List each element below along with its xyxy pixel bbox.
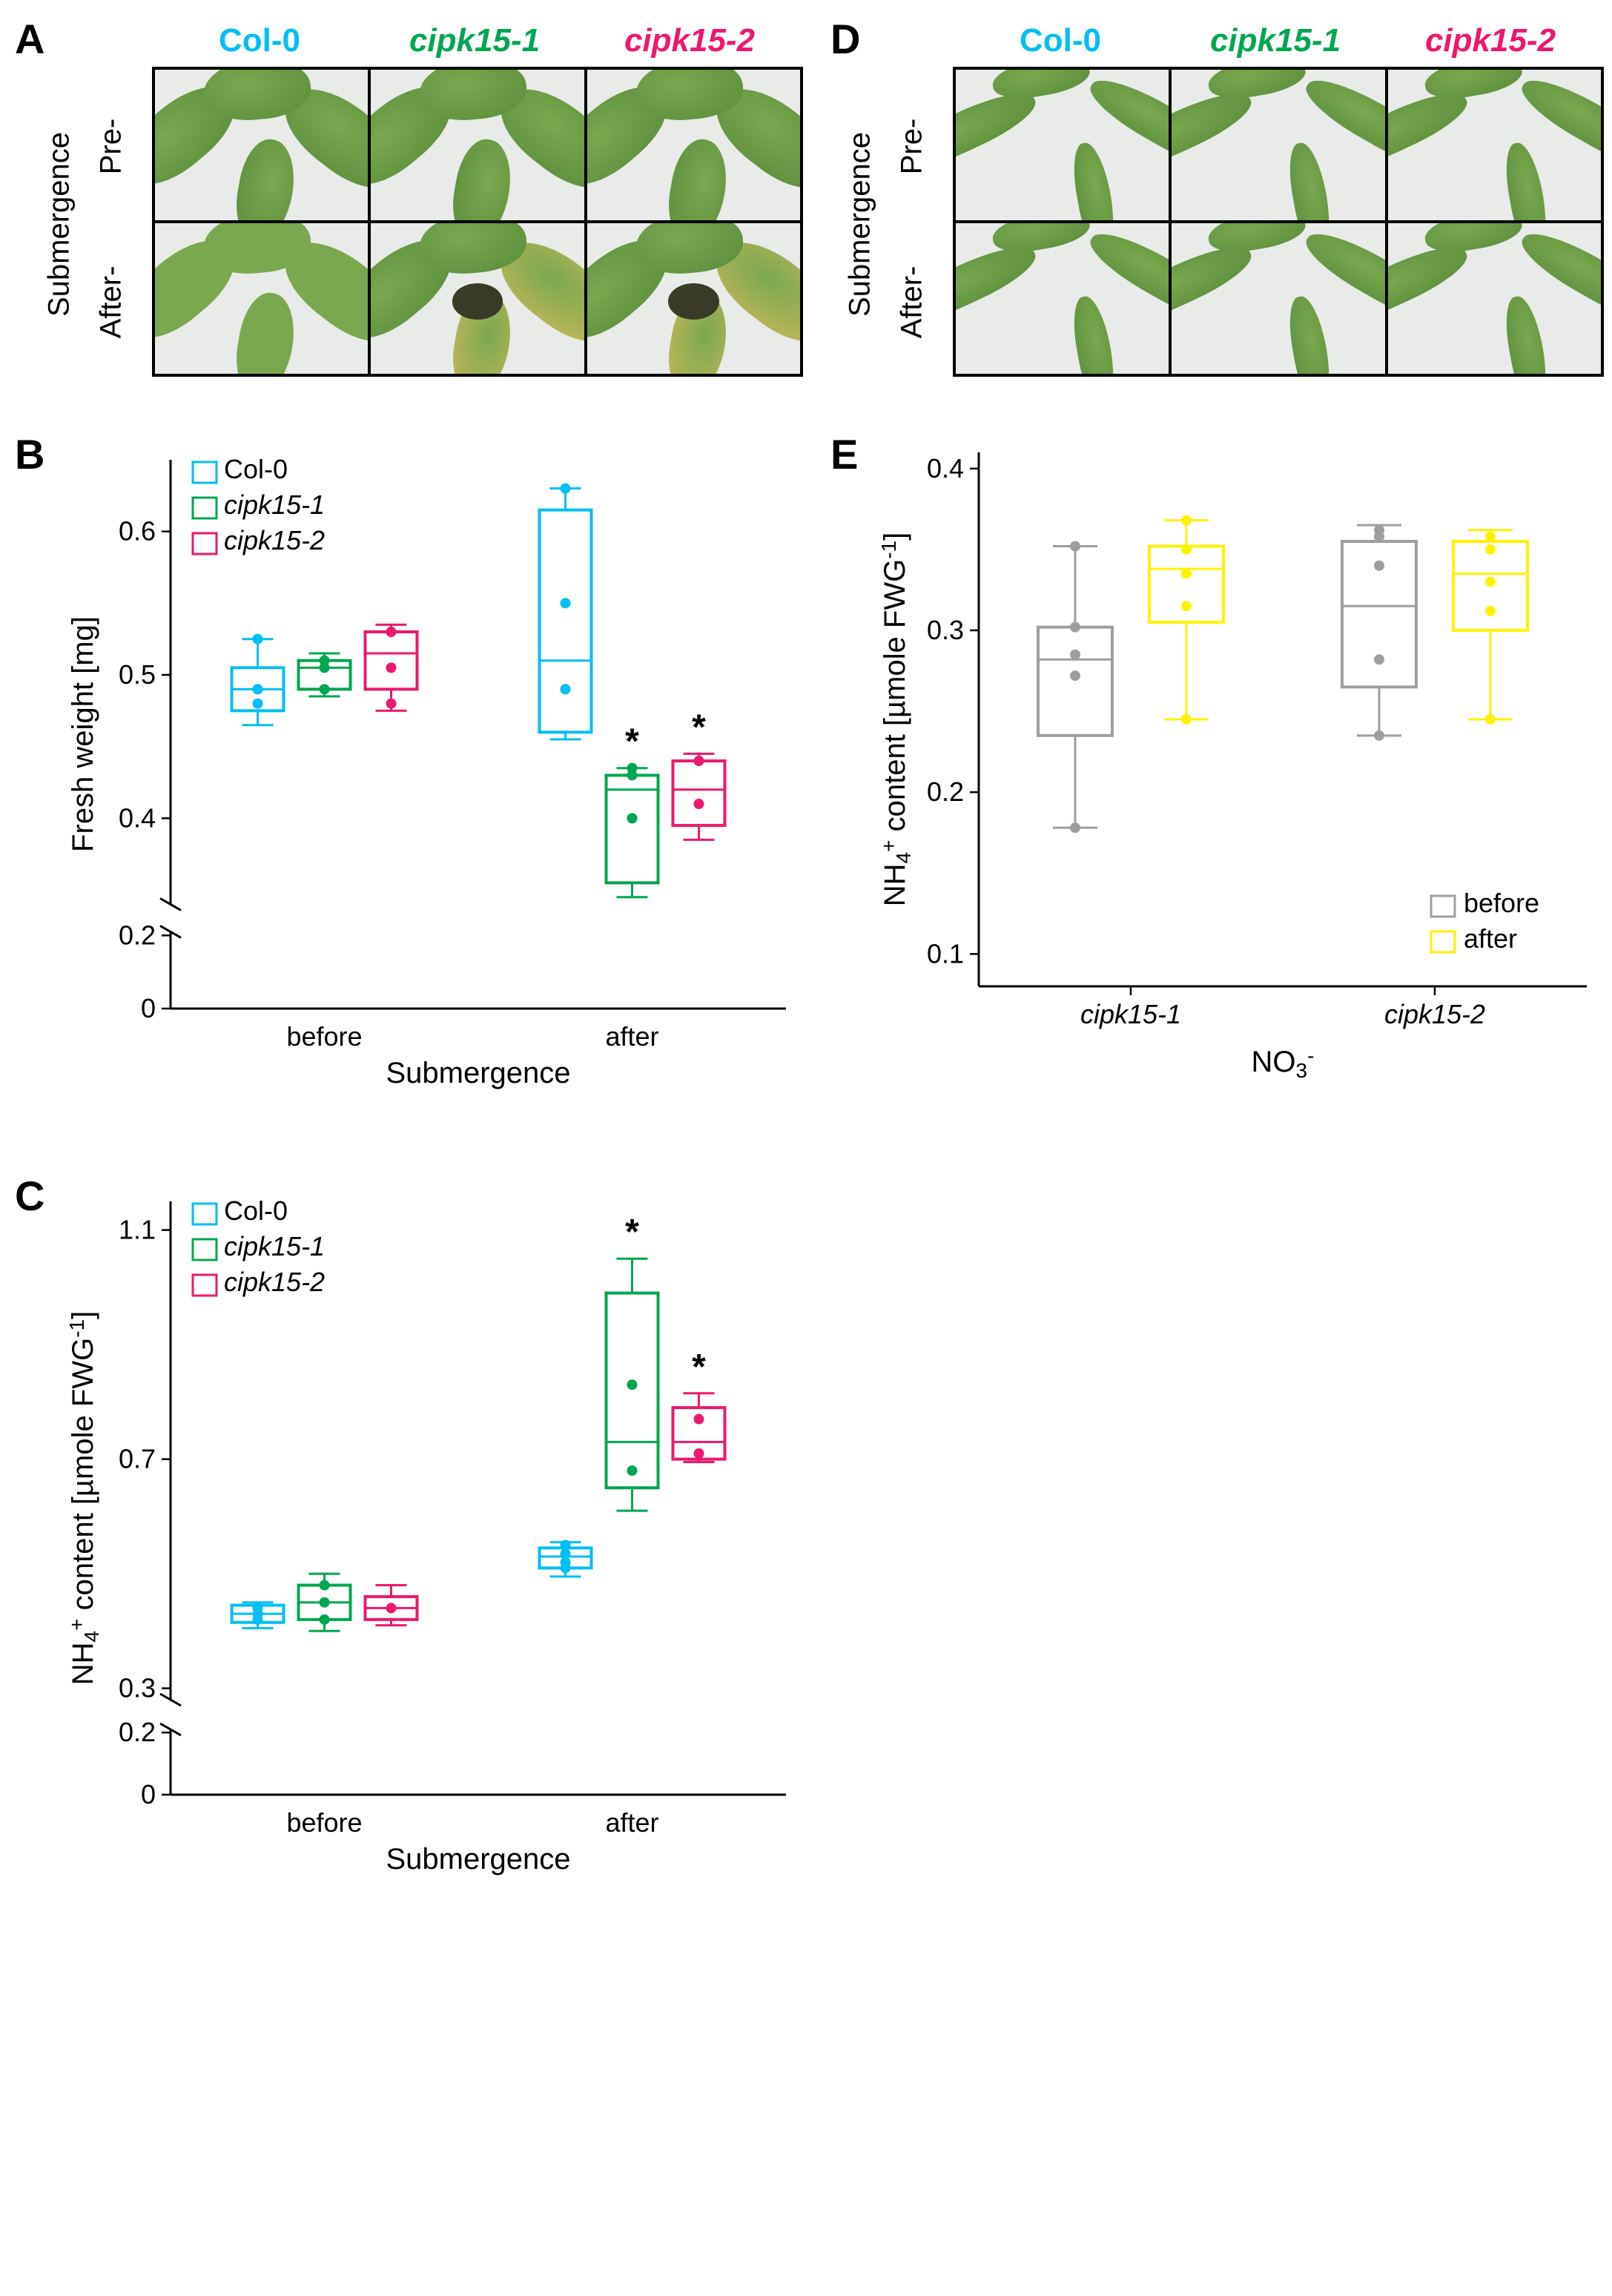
side-label-pre-a: Pre- [95, 102, 128, 191]
side-label-submergence-a: Submergence [43, 113, 76, 336]
svg-text:after: after [1464, 923, 1517, 954]
header-a-cipk15-1: cipk15-1 [371, 22, 578, 59]
svg-text:cipk15-1: cipk15-1 [224, 1231, 325, 1261]
panel-label-c: C [15, 1172, 44, 1220]
photo-cell [1172, 70, 1384, 220]
svg-text:cipk15-1: cipk15-1 [1080, 999, 1181, 1029]
svg-text:Submergence: Submergence [386, 1057, 570, 1089]
chart-b: 0 0.2 0.4 0.5 0.6 Fresh weight [mg] before afte… [59, 430, 801, 1098]
photo-cell [1388, 223, 1601, 374]
svg-text:Submergence: Submergence [386, 1843, 570, 1876]
photo-cell [155, 223, 368, 374]
panel-d-photo-grid [953, 67, 1604, 377]
photo-cell [371, 70, 584, 220]
svg-text:before: before [286, 1807, 362, 1838]
svg-text:*: * [692, 707, 706, 747]
svg-text:*: * [692, 1347, 706, 1387]
photo-cell [587, 223, 800, 374]
svg-text:0.2: 0.2 [119, 920, 156, 950]
photo-cell [1172, 223, 1384, 374]
svg-text:*: * [625, 722, 639, 762]
photo-cell [956, 223, 1169, 374]
photo-cell [587, 70, 800, 220]
svg-text:0.2: 0.2 [927, 776, 964, 807]
chart-e: 0.1 0.2 0.3 0.4 NH4+ content [µmole FWG-1] ci… [875, 430, 1602, 1098]
svg-text:cipk15-2: cipk15-2 [224, 1267, 325, 1297]
photo-cell [155, 70, 368, 220]
svg-text:0.4: 0.4 [119, 802, 156, 833]
side-label-submergence-d: Submergence [844, 113, 877, 336]
side-label-after-d: After- [896, 258, 929, 347]
header-d-cipk15-2: cipk15-2 [1387, 22, 1594, 59]
svg-text:before: before [1464, 888, 1539, 918]
panel-a-photo-grid [152, 67, 803, 377]
svg-text:0.3: 0.3 [927, 615, 964, 645]
svg-text:cipk15-1: cipk15-1 [224, 489, 325, 520]
side-label-pre-d: Pre- [896, 102, 929, 191]
svg-text:1.1: 1.1 [119, 1215, 156, 1245]
svg-text:after: after [605, 1021, 658, 1052]
svg-text:cipk15-2: cipk15-2 [224, 525, 325, 555]
svg-text:0.3: 0.3 [119, 1673, 156, 1703]
photo-cell [956, 70, 1169, 220]
panel-label-e: E [830, 430, 858, 478]
svg-text:0.4: 0.4 [927, 453, 964, 484]
header-d-cipk15-1: cipk15-1 [1172, 22, 1379, 59]
svg-text:Fresh weight [mg]: Fresh weight [mg] [67, 616, 99, 852]
header-a-col0: Col-0 [156, 22, 363, 59]
svg-text:cipk15-2: cipk15-2 [1384, 999, 1485, 1029]
header-d-col0: Col-0 [957, 22, 1164, 59]
svg-text:0: 0 [141, 993, 156, 1023]
svg-text:Col-0: Col-0 [224, 454, 288, 484]
svg-text:NH4+ content [µmole FWG-1]: NH4+ content [µmole FWG-1] [65, 1311, 103, 1685]
figure-container: A D Col-0 cipk15-1 cipk15-2 Col-0 cipk15… [15, 15, 1597, 2281]
svg-text:before: before [286, 1021, 362, 1052]
svg-text:after: after [605, 1807, 658, 1838]
svg-text:Col-0: Col-0 [224, 1195, 288, 1226]
svg-text:0.2: 0.2 [119, 1717, 156, 1747]
svg-text:0.7: 0.7 [119, 1444, 156, 1474]
chart-c: 0 0.2 0.3 0.7 1.1 NH4+ content [µmole FWG-1] b… [59, 1172, 801, 1884]
svg-text:0: 0 [141, 1779, 156, 1810]
photo-cell [371, 223, 584, 374]
svg-text:NO3-: NO3- [1252, 1044, 1315, 1082]
panel-label-b: B [15, 430, 44, 478]
side-label-after-a: After- [95, 258, 128, 347]
svg-text:*: * [625, 1213, 639, 1252]
panel-label-d: D [830, 15, 860, 63]
photo-cell [1388, 70, 1601, 220]
svg-text:0.5: 0.5 [119, 659, 156, 690]
svg-text:NH4+ content [µmole FWG-1]: NH4+ content [µmole FWG-1] [877, 532, 915, 906]
panel-label-a: A [15, 15, 44, 63]
svg-text:0.1: 0.1 [927, 938, 964, 969]
svg-text:0.6: 0.6 [119, 516, 156, 547]
header-a-cipk15-2: cipk15-2 [586, 22, 793, 59]
